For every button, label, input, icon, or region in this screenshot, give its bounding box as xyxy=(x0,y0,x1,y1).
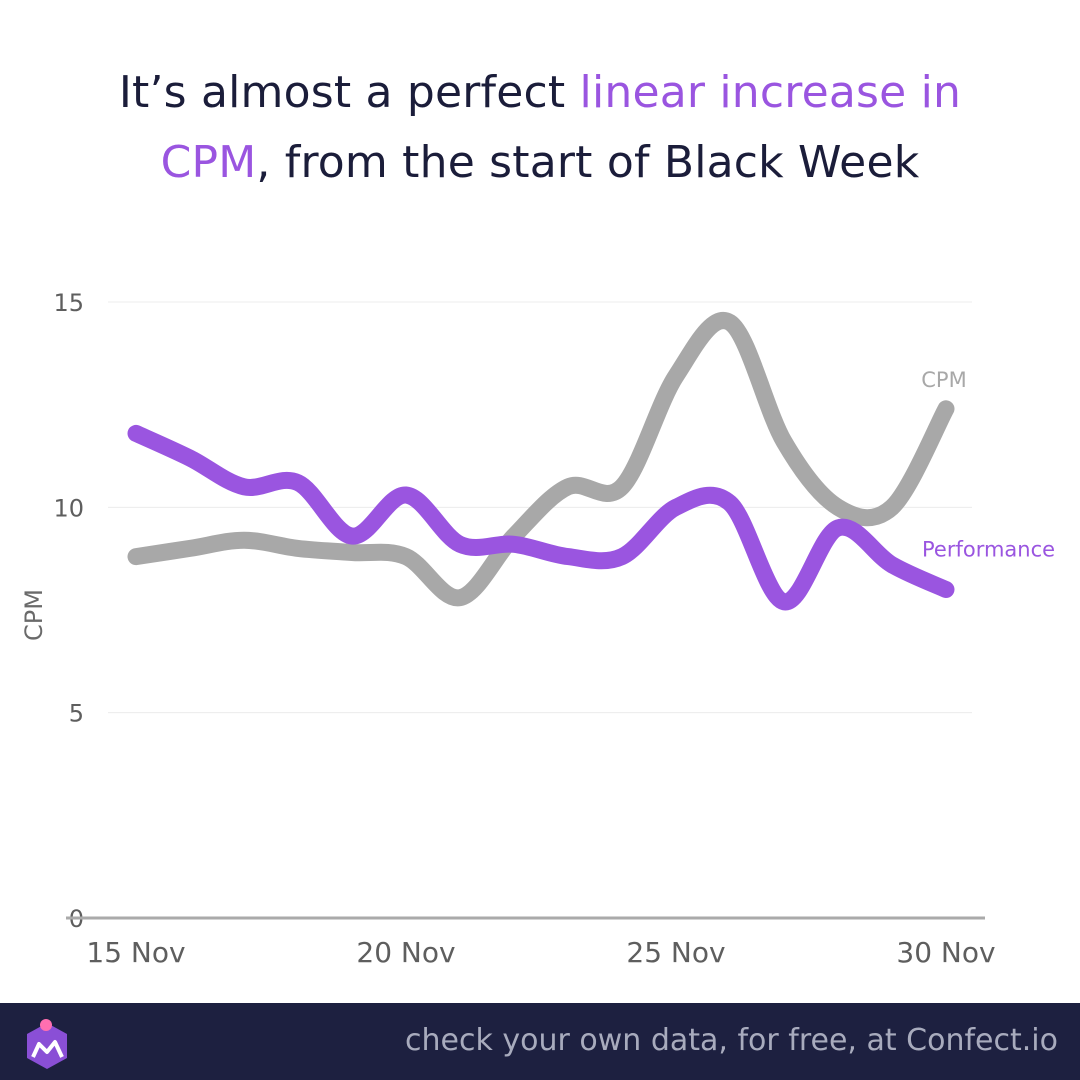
y-axis-label: CPM xyxy=(20,589,48,641)
data-point-performance xyxy=(838,527,839,528)
y-tick-label: 5 xyxy=(69,700,84,728)
data-point-performance xyxy=(568,556,569,557)
data-point-cpm xyxy=(568,486,569,487)
series-label-cpm: CPM xyxy=(921,368,966,392)
x-tick-label: 15 Nov xyxy=(86,936,185,969)
data-point-cpm xyxy=(298,548,299,549)
footer-text: check your own data, for free, at Confec… xyxy=(405,1023,1058,1058)
data-point-performance xyxy=(136,433,137,434)
data-point-cpm xyxy=(784,441,785,442)
data-point-cpm xyxy=(244,540,245,541)
title-highlight-1: linear increase in xyxy=(579,67,962,118)
data-point-performance xyxy=(676,507,677,508)
data-point-performance xyxy=(190,458,191,459)
x-tick-label: 20 Nov xyxy=(356,936,455,969)
footer-bar: check your own data, for free, at Confec… xyxy=(0,1003,1080,1080)
confect-logo-icon xyxy=(27,1019,67,1069)
data-point-performance xyxy=(514,544,515,545)
series-line-cpm xyxy=(127,312,955,607)
data-point-cpm xyxy=(136,556,137,557)
title-part-1: It’s almost a perfect xyxy=(118,67,580,118)
data-point-performance xyxy=(406,495,407,496)
data-point-performance xyxy=(298,482,299,483)
data-point-cpm xyxy=(406,556,407,557)
data-point-cpm xyxy=(460,597,461,598)
title-part-2: , from the start of Black Week xyxy=(256,137,920,188)
data-point-performance xyxy=(622,556,623,557)
series-lines xyxy=(127,312,955,611)
data-point-performance xyxy=(946,589,947,590)
data-point-cpm xyxy=(352,552,353,553)
y-axis-ticks: 051015 xyxy=(53,289,84,933)
series-label-performance: Performance xyxy=(922,537,1055,561)
data-point-performance xyxy=(730,503,731,504)
x-tick-label: 25 Nov xyxy=(626,936,725,969)
x-tick-label: 30 Nov xyxy=(896,936,995,969)
data-point-cpm xyxy=(946,408,947,409)
series-line-performance xyxy=(127,424,955,611)
data-point-performance xyxy=(244,486,245,487)
y-tick-label: 15 xyxy=(53,289,84,317)
y-tick-label: 10 xyxy=(53,494,84,522)
title-highlight-2: CPM xyxy=(160,137,257,188)
x-axis-ticks: 15 Nov 20 Nov 25 Nov 30 Nov xyxy=(86,936,995,969)
data-point-cpm xyxy=(622,486,623,487)
series-labels: CPM Performance xyxy=(921,368,1055,562)
data-point-performance xyxy=(892,564,893,565)
data-point-performance xyxy=(352,536,353,537)
data-point-cpm xyxy=(676,375,677,376)
data-point-performance xyxy=(460,544,461,545)
data-point-cpm xyxy=(838,507,839,508)
data-point-cpm xyxy=(730,322,731,323)
chart-title: It’s almost a perfect linear increase in… xyxy=(40,58,1040,198)
data-point-performance xyxy=(784,601,785,602)
data-point-cpm xyxy=(892,507,893,508)
data-point-cpm xyxy=(190,548,191,549)
